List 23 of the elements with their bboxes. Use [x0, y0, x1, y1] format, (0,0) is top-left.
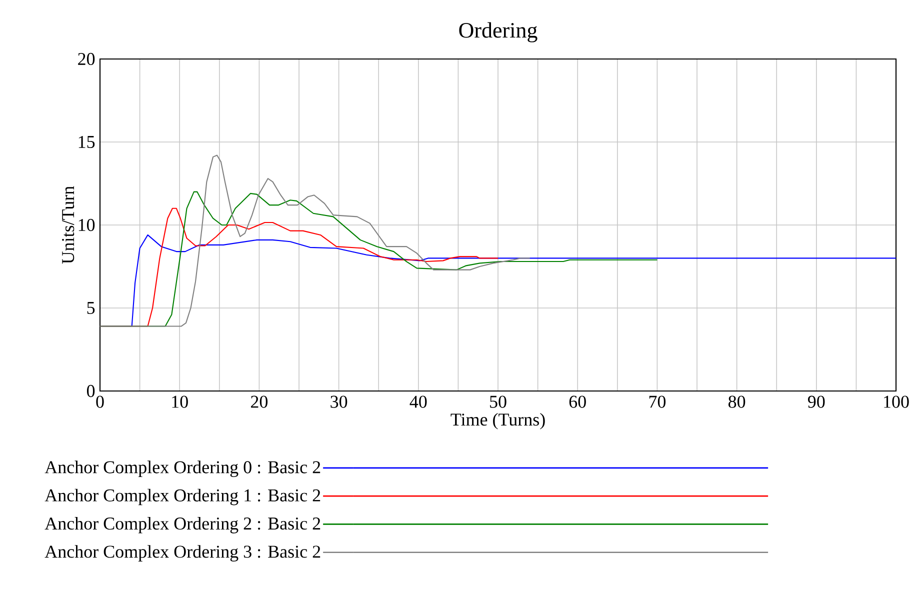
y-tick-label: 10	[78, 218, 95, 232]
x-tick-label: 0	[96, 396, 104, 408]
x-tick-label: 40	[410, 396, 427, 408]
legend-label: Anchor Complex Ordering 1 : Basic 2	[44, 488, 320, 506]
x-tick-label: 30	[330, 396, 348, 408]
x-tick-label: 100	[884, 396, 909, 408]
legend-label: Anchor Complex Ordering 0 : Basic 2	[44, 460, 320, 478]
x-tick-label: 90	[808, 396, 825, 408]
x-tick-label: 20	[251, 396, 268, 408]
x-tick-label: 80	[728, 396, 746, 408]
x-tick-label: 70	[649, 396, 666, 408]
y-axis-title: Units/Turn	[62, 186, 74, 264]
legend-label: Anchor Complex Ordering 2 : Basic 2	[44, 516, 320, 534]
x-tick-label: 50	[490, 396, 506, 408]
chart-title: Ordering	[459, 22, 538, 42]
x-axis-title: Time (Turns)	[450, 413, 545, 430]
y-tick-label: 0	[86, 384, 95, 398]
y-tick-label: 5	[87, 302, 95, 314]
legend-label: Anchor Complex Ordering 3 : Basic 2	[44, 545, 320, 562]
x-tick-label: 10	[172, 396, 188, 408]
y-tick-label: 20	[78, 52, 95, 66]
x-tick-label: 60	[569, 396, 586, 408]
y-tick-label: 15	[78, 136, 95, 148]
